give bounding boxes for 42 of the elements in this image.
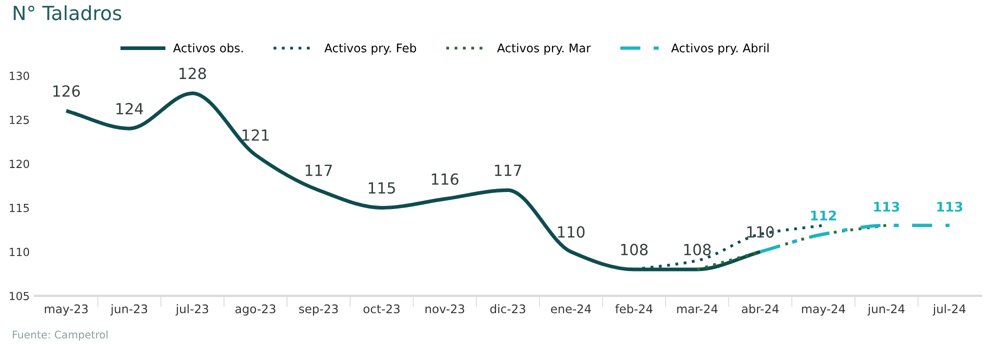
x-tick-label: feb-24	[615, 304, 653, 314]
x-tick-label: sep-23	[299, 304, 338, 316]
data-label: 108	[684, 244, 711, 256]
data-label: 115	[368, 182, 395, 194]
y-tick-label: 110	[10, 248, 30, 256]
legend-label: Activos pry. Feb	[324, 43, 416, 55]
chart-title: N° Taladros	[14, 5, 122, 20]
data-label: 117	[306, 164, 332, 176]
y-tick-label: 130	[10, 72, 30, 80]
legend-label: Activos pry. Abril	[671, 43, 769, 55]
x-tick-label: oct-23	[364, 304, 400, 314]
x-tick-label: abr-24	[742, 304, 779, 314]
x-tick-label: dic-23	[490, 304, 526, 314]
data-label: 116	[432, 173, 458, 185]
legend-label: Activos obs.	[173, 43, 243, 52]
x-tick-label: jun-24	[867, 304, 905, 316]
data-label: 113	[874, 202, 900, 212]
x-tick-label: nov-23	[426, 304, 464, 314]
data-label: 112	[811, 210, 836, 220]
data-label: 126	[53, 85, 80, 97]
data-label: 110	[558, 226, 585, 238]
x-tick-label: may-23	[44, 304, 88, 316]
data-label: 124	[116, 102, 144, 114]
y-tick-label: 105	[10, 292, 29, 300]
x-tick-label: ene-24	[550, 304, 591, 314]
data-label: 110	[747, 226, 774, 238]
data-label: 117	[494, 164, 522, 176]
data-label: 108	[621, 244, 648, 256]
x-tick-label: jul-23	[176, 304, 208, 316]
source-note: Fuente: Campetrol	[12, 330, 108, 341]
data-label: 113	[937, 202, 962, 212]
data-label: 121	[242, 129, 269, 141]
x-tick-label: jul-24	[932, 304, 966, 316]
y-tick-label: 125	[10, 116, 29, 124]
x-tick-label: ago-23	[235, 304, 276, 316]
x-tick-label: may-24	[802, 304, 846, 316]
y-tick-label: 115	[10, 204, 29, 212]
y-tick-label: 120	[10, 160, 30, 168]
x-tick-label: jun-23	[110, 304, 148, 316]
x-tick-label: mar-24	[677, 304, 718, 314]
legend-label: Activos pry. Mar	[497, 43, 591, 55]
data-label: 128	[180, 68, 206, 80]
